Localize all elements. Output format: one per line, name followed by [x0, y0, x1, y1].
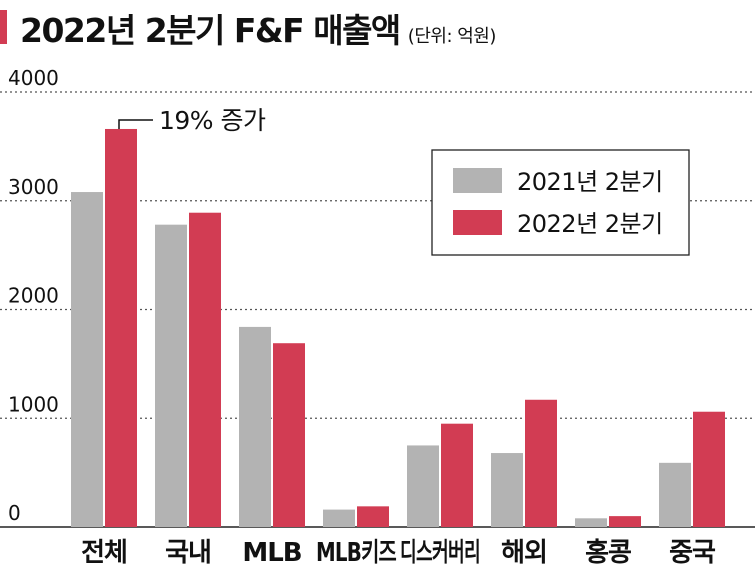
- chart-title: 2022년 2분기 F&F 매출액: [20, 11, 401, 50]
- bar-2021: [491, 453, 523, 527]
- bar-2022: [273, 343, 305, 527]
- x-tick-label: 해외: [501, 538, 547, 568]
- bar-2022: [189, 212, 221, 527]
- bar-2021: [575, 518, 607, 527]
- x-tick-label: MLB키즈: [316, 538, 397, 568]
- y-tick-label: 4000: [8, 66, 59, 90]
- y-tick-label: 1000: [8, 392, 59, 416]
- legend-swatch-2021: [453, 168, 502, 193]
- x-tick-label: 국내: [165, 538, 211, 568]
- bars: [71, 128, 725, 528]
- chart-title-block: 2022년 2분기 F&F 매출액 (단위: 억원): [20, 4, 497, 50]
- legend-box: [431, 149, 690, 256]
- x-tick-label: 전체: [81, 538, 127, 568]
- x-tick-label: 디스커버리: [400, 538, 480, 568]
- chart-unit-label: (단위: 억원): [407, 26, 497, 47]
- x-tick-label: 홍콩: [585, 538, 631, 568]
- bar-2022: [441, 423, 473, 527]
- legend: 2021년 2분기 2022년 2분기: [431, 149, 690, 256]
- annotation-label: 19% 증가: [159, 106, 266, 135]
- bar-2022: [609, 516, 641, 527]
- legend-swatch-2022: [453, 210, 502, 235]
- y-tick-label: 0: [8, 501, 21, 525]
- x-axis-labels: 전체 국내 MLB MLB키즈 디스커버리 해외 홍콩 중국: [81, 538, 717, 568]
- annotation-leader-line: [118, 119, 153, 129]
- bar-2022: [525, 399, 557, 527]
- y-tick-label: 2000: [8, 284, 59, 308]
- legend-label: 2022년 2분기: [517, 210, 663, 238]
- bar-2021: [659, 462, 691, 527]
- annotations: 19% 증가: [118, 106, 267, 135]
- y-tick-label: 3000: [8, 175, 59, 199]
- bar-2022: [693, 411, 725, 527]
- x-tick-label: 중국: [669, 538, 716, 568]
- bar-2022: [105, 128, 137, 527]
- bar-2021: [155, 224, 187, 528]
- bar-2021: [71, 192, 103, 528]
- bar-2021: [239, 326, 271, 527]
- bar-2021: [407, 445, 439, 527]
- y-axis-ticks: 0 1000 2000 3000 4000: [8, 66, 59, 525]
- x-tick-label: MLB: [242, 538, 301, 568]
- bar-2021: [323, 509, 355, 527]
- legend-label: 2021년 2분기: [517, 168, 663, 196]
- title-accent-bar: [0, 10, 7, 44]
- bar-2022: [357, 506, 389, 527]
